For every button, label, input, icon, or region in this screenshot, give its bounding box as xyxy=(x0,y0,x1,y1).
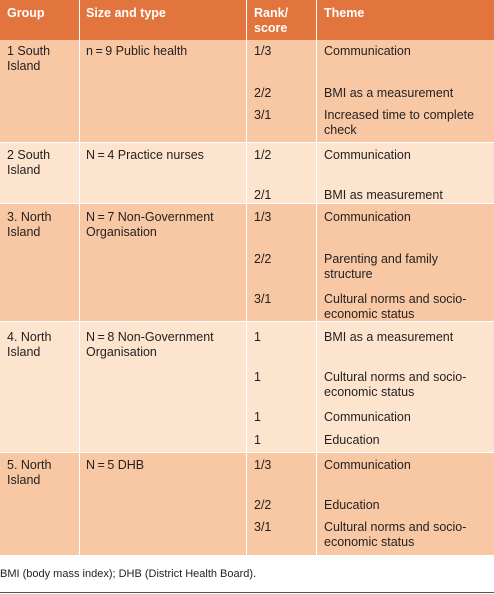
table-footnote: BMI (body mass index); DHB (District Hea… xyxy=(0,568,257,580)
theme: Cultural norms and socio-economic status xyxy=(324,292,467,321)
group-block: 2 South Island N = 4 Practice nurses 1/2 Co… xyxy=(0,143,494,204)
row-divider xyxy=(0,142,494,143)
rank-score: 2/2 xyxy=(254,252,272,266)
theme: Education xyxy=(324,498,380,512)
rank-score: 1/3 xyxy=(254,458,272,472)
rank-score: 1 xyxy=(254,370,261,384)
group-name: 2 South Island xyxy=(7,148,51,177)
group-block: 1 South Island n = 9 Public health 1/3 Comm… xyxy=(0,40,494,143)
group-size-type: N = 7 Non-Government Organisation xyxy=(86,210,214,239)
row-divider xyxy=(0,203,494,204)
row-divider xyxy=(0,452,494,453)
rank-score: 1 xyxy=(254,410,261,424)
rank-score: 2/2 xyxy=(254,86,272,100)
theme: BMI as a measurement xyxy=(324,330,454,344)
rank-score: 1 xyxy=(254,330,261,344)
theme: Parenting and family structure xyxy=(324,252,438,281)
column-divider xyxy=(246,0,247,556)
group-size-type: N = 8 Non-Government Organisation xyxy=(86,330,214,359)
rank-score: 3/1 xyxy=(254,520,272,534)
group-block: 4. North Island N = 8 Non-Government Orga… xyxy=(0,322,494,453)
rank-score: 1/3 xyxy=(254,44,272,58)
table-header: Group Size and type Rank/ score Theme xyxy=(0,0,494,40)
row-divider xyxy=(0,555,494,556)
rank-score: 2/2 xyxy=(254,498,272,512)
theme: BMI as measurement xyxy=(324,188,443,202)
theme: Communication xyxy=(324,410,411,424)
theme: Education xyxy=(324,433,380,447)
theme: BMI as a measurement xyxy=(324,86,454,100)
group-size-type: n = 9 Public health xyxy=(86,44,188,58)
rank-score: 3/1 xyxy=(254,108,272,122)
theme: Communication xyxy=(324,44,411,58)
row-divider xyxy=(0,321,494,322)
header-group: Group xyxy=(7,6,45,20)
group-name: 4. North Island xyxy=(7,330,52,359)
group-size-type: N = 4 Practice nurses xyxy=(86,148,204,162)
column-divider xyxy=(316,0,317,556)
header-rank-score: Rank/ score xyxy=(254,6,289,35)
group-block: 3. North Island N = 7 Non-Government Orga… xyxy=(0,204,494,322)
group-name: 5. North Island xyxy=(7,458,52,487)
rank-score: 1/3 xyxy=(254,210,272,224)
rank-score: 1/2 xyxy=(254,148,272,162)
group-block: 5. North Island N = 5 DHB 1/3 Communication… xyxy=(0,453,494,556)
header-size-type: Size and type xyxy=(86,6,166,20)
group-name: 1 South Island xyxy=(7,44,51,73)
bottom-rule xyxy=(0,592,494,593)
column-divider xyxy=(79,0,80,556)
theme: Communication xyxy=(324,210,411,224)
theme: Communication xyxy=(324,148,411,162)
header-theme: Theme xyxy=(324,6,365,20)
theme: Cultural norms and socio-economic status xyxy=(324,520,467,549)
rank-score: 1 xyxy=(254,433,261,447)
group-size-type: N = 5 DHB xyxy=(86,458,145,472)
rank-score: 3/1 xyxy=(254,292,272,306)
theme: Cultural norms and socio-economic status xyxy=(324,370,467,399)
theme: Increased time to complete check xyxy=(324,108,475,137)
rank-score: 2/1 xyxy=(254,188,272,202)
theme: Communication xyxy=(324,458,411,472)
group-name: 3. North Island xyxy=(7,210,52,239)
